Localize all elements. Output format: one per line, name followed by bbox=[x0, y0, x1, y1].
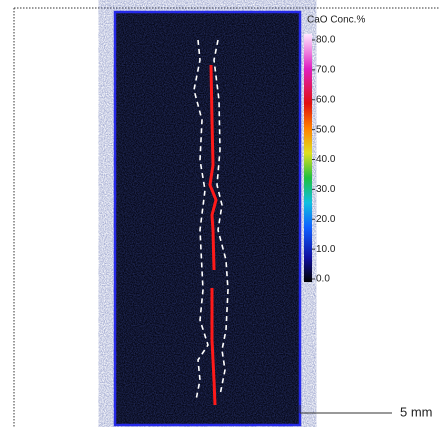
map-noise bbox=[117, 14, 298, 423]
colorbar-tick-label: 60.0 bbox=[316, 94, 336, 105]
colorbar-tick-label: 0.0 bbox=[316, 274, 330, 285]
colorbar-tick-label: 80.0 bbox=[316, 35, 336, 46]
colorbar-tick-label: 30.0 bbox=[316, 184, 336, 195]
colorbar-tick-label: 10.0 bbox=[316, 244, 336, 255]
figure: CaO Conc.% 5 mm 80.0 70.0 60.0 50.0 40.0 30.0… bbox=[0, 0, 440, 427]
scale-label: 5 mm bbox=[400, 404, 433, 419]
colorbar-tick-label: 40.0 bbox=[316, 154, 336, 165]
colorbar-tick-label: 70.0 bbox=[316, 65, 336, 76]
colorbar-title: CaO Conc.% bbox=[307, 15, 365, 26]
colorbar-tick-label: 20.0 bbox=[316, 214, 336, 225]
colorbar bbox=[304, 34, 312, 282]
colorbar-tick-label: 50.0 bbox=[316, 124, 336, 135]
